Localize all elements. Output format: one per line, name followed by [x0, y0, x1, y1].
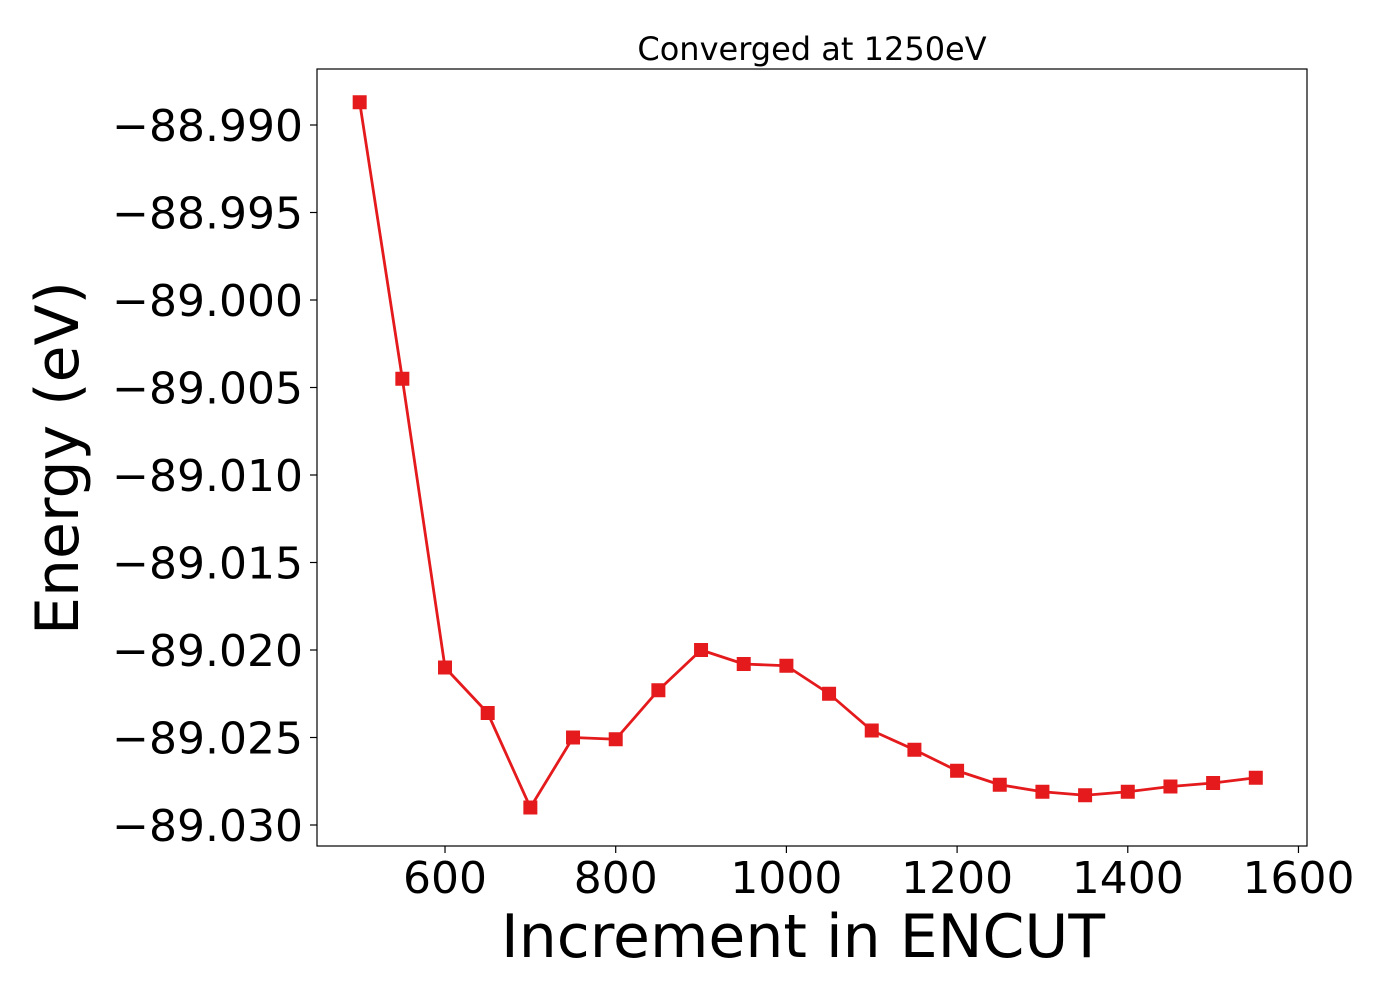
data-point-marker — [864, 723, 879, 738]
data-point-marker — [566, 730, 581, 745]
data-point-marker — [352, 95, 367, 110]
y-tick-label: −89.000 — [112, 276, 303, 327]
data-point-marker — [907, 742, 922, 757]
chart-title: Converged at 1250eV — [637, 30, 986, 68]
data-point-marker — [694, 643, 709, 657]
y-tick-label: −89.030 — [112, 801, 303, 852]
data-point-marker — [779, 658, 794, 673]
series-line — [358, 102, 1256, 809]
plot-area — [352, 95, 1263, 815]
data-point-marker — [992, 777, 1007, 792]
data-point-marker — [1035, 784, 1050, 799]
x-tick-label: 1200 — [901, 853, 1013, 904]
data-point-marker — [608, 732, 623, 747]
data-point-marker — [395, 371, 410, 386]
y-axis: −88.990 −88.995 −89.000 −89.005 −89.010 −89.0… — [112, 101, 317, 852]
y-tick-label: −89.025 — [112, 714, 303, 765]
data-point-marker — [1206, 776, 1221, 790]
x-tick-label: 800 — [574, 853, 658, 904]
data-point-marker — [1163, 779, 1178, 794]
data-point-marker — [651, 683, 666, 698]
data-point-marker — [736, 657, 751, 671]
y-tick-label: −88.990 — [112, 101, 303, 152]
data-point-marker — [950, 763, 965, 778]
data-point-marker — [480, 706, 495, 720]
data-point-marker — [1078, 788, 1093, 803]
y-tick-label: −89.010 — [112, 451, 303, 502]
x-tick-label: 1400 — [1072, 853, 1184, 904]
data-point-marker — [523, 800, 538, 815]
y-tick-label: −89.005 — [112, 364, 303, 415]
x-axis: 600 800 1000 1200 1400 1600 — [403, 846, 1354, 904]
x-tick-label: 1600 — [1242, 853, 1354, 904]
data-point-marker — [1120, 784, 1135, 799]
x-axis-label: Increment in ENCUT — [501, 902, 1105, 972]
y-axis-label: Energy (eV) — [23, 281, 93, 635]
x-tick-label: 1000 — [730, 853, 842, 904]
data-point-marker — [822, 686, 837, 701]
y-tick-label: −88.995 — [112, 189, 303, 240]
data-point-marker — [438, 660, 453, 675]
data-point-marker — [1248, 770, 1263, 785]
x-tick-label: 600 — [403, 853, 487, 904]
y-tick-label: −89.020 — [112, 626, 303, 677]
y-tick-label: −89.015 — [112, 539, 303, 590]
plot-frame — [316, 68, 1308, 847]
